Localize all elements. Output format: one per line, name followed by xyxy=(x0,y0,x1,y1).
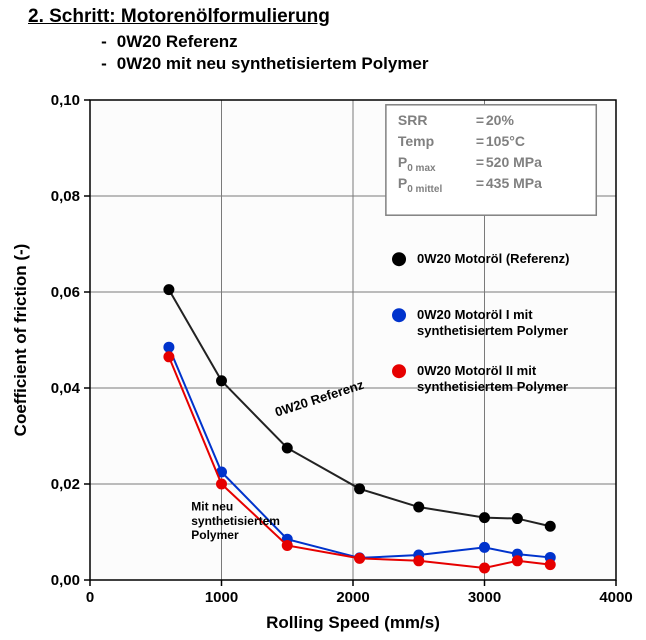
svg-text:0,02: 0,02 xyxy=(51,476,80,493)
svg-text:=: = xyxy=(476,175,484,191)
svg-text:Temp: Temp xyxy=(398,133,434,149)
svg-text:1000: 1000 xyxy=(205,589,238,606)
svg-text:520 MPa: 520 MPa xyxy=(486,154,542,170)
svg-text:=: = xyxy=(476,112,484,128)
svg-text:Rolling Speed (mm/s): Rolling Speed (mm/s) xyxy=(266,613,440,632)
svg-text:0W20 Motoröl (Referenz): 0W20 Motoröl (Referenz) xyxy=(417,251,569,266)
svg-text:0,08: 0,08 xyxy=(51,188,80,205)
svg-text:=: = xyxy=(476,154,484,170)
friction-chart: 0 1000 2000 3000 4000 0,00 0,02 0,04 0,06 0,08 0,1… xyxy=(0,80,646,640)
bullet-2: - 0W20 mit neu synthetisiertem Polymer xyxy=(96,54,429,74)
svg-text:20%: 20% xyxy=(486,112,515,128)
svg-text:0W20 Motoröl II mit: 0W20 Motoröl II mit xyxy=(417,363,537,378)
svg-text:0,10: 0,10 xyxy=(51,92,80,109)
bullet-2-text: 0W20 mit neu synthetisiertem Polymer xyxy=(117,54,429,73)
svg-text:synthetisiertem: synthetisiertem xyxy=(191,514,280,528)
bullet-dash: - xyxy=(96,32,112,52)
svg-text:Coefficient of friction (-): Coefficient of friction (-) xyxy=(11,244,30,437)
svg-text:0W20 Motoröl I mit: 0W20 Motoröl I mit xyxy=(417,307,533,322)
svg-text:0,06: 0,06 xyxy=(51,284,80,301)
svg-text:3000: 3000 xyxy=(468,589,501,606)
heading-step2: 2. Schritt: Motorenölformulierung xyxy=(28,6,330,28)
svg-text:105°C: 105°C xyxy=(486,133,525,149)
bullet-1-text: 0W20 Referenz xyxy=(117,32,238,51)
page-root: 2. Schritt: Motorenölformulierung - 0W20… xyxy=(0,0,646,640)
svg-text:synthetisiertem Polymer: synthetisiertem Polymer xyxy=(417,323,568,338)
svg-text:synthetisiertem Polymer: synthetisiertem Polymer xyxy=(417,379,568,394)
svg-text:0,00: 0,00 xyxy=(51,572,80,589)
svg-text:=: = xyxy=(476,133,484,149)
bullet-1: - 0W20 Referenz xyxy=(96,32,238,52)
svg-text:0,04: 0,04 xyxy=(51,380,81,397)
svg-text:Mit neu: Mit neu xyxy=(191,499,233,513)
svg-text:2000: 2000 xyxy=(336,589,369,606)
svg-text:Polymer: Polymer xyxy=(191,528,239,542)
bullet-dash: - xyxy=(96,54,112,74)
svg-text:SRR: SRR xyxy=(398,112,428,128)
svg-text:4000: 4000 xyxy=(599,589,632,606)
svg-text:0: 0 xyxy=(86,589,94,606)
svg-text:435 MPa: 435 MPa xyxy=(486,175,542,191)
